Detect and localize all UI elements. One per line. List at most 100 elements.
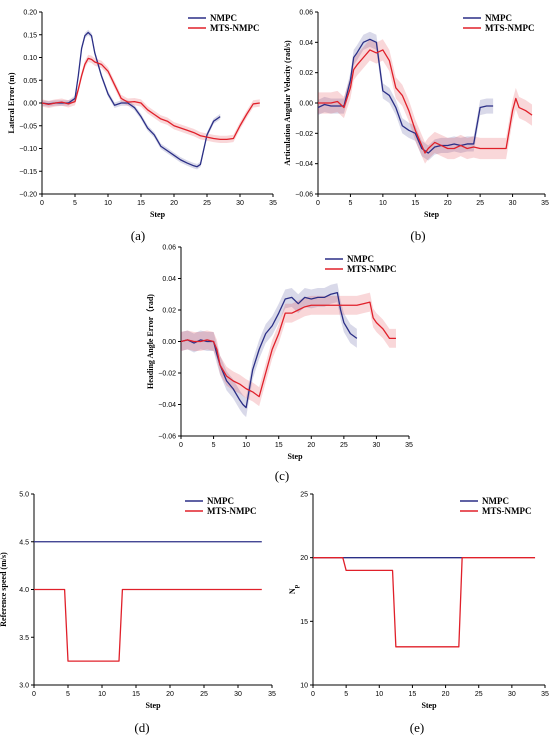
x-axis-title: Step <box>287 452 303 461</box>
x-tick-label: 30 <box>236 200 244 207</box>
y-tick-label: −0.04 <box>295 161 313 168</box>
series-line-1 <box>313 557 536 648</box>
y-tick-label: 0.02 <box>162 308 176 315</box>
x-tick-label: 20 <box>166 691 174 698</box>
x-tick-label: 0 <box>32 691 36 698</box>
x-tick-label: 10 <box>98 691 106 698</box>
y-tick-label: 0.02 <box>299 70 313 77</box>
x-tick-label: 35 <box>405 442 413 449</box>
x-axis-title: Step <box>145 701 161 710</box>
legend-label: MTS-NMPC <box>485 23 535 33</box>
y-tick-label: 25 <box>300 492 308 499</box>
x-tick-label: 35 <box>268 691 276 698</box>
y-tick-label: 0.20 <box>23 10 37 17</box>
legend-label: NMPC <box>210 13 237 23</box>
x-tick-label: 30 <box>234 691 242 698</box>
x-axis-title: Step <box>150 210 166 219</box>
y-tick-label: −0.02 <box>295 131 313 138</box>
x-tick-label: 0 <box>40 200 44 207</box>
legend-label: MTS-NMPC <box>347 264 397 274</box>
x-tick-label: 10 <box>104 200 112 207</box>
y-tick-label: 3.0 <box>19 683 29 690</box>
x-tick-label: 25 <box>200 691 208 698</box>
y-axis-title: Heading Angle Error（rad) <box>145 294 155 389</box>
panel-label: (d) <box>134 720 149 735</box>
series-line-0 <box>41 31 221 168</box>
x-axis-title: Step <box>424 210 440 219</box>
y-tick-label: −0.02 <box>158 371 176 378</box>
x-tick-label: 0 <box>316 200 320 207</box>
x-tick-label: 0 <box>179 442 183 449</box>
chart-b: 0 5 10 15 20 25 30 35 −0.06 −0.04 −0.02 0.00 0.02 0.0… <box>283 10 549 244</box>
y-tick-label: 0.15 <box>23 32 37 39</box>
legend-label: MTS-NMPC <box>210 23 260 33</box>
y-tick-label: 0.06 <box>162 245 176 252</box>
legend-label: NMPC <box>485 13 512 23</box>
chart-a: 0 5 10 15 20 25 30 35 −0.20 −0.15 −0.10 −0.05 0.00 0.… <box>7 10 277 244</box>
y-axis-title: Lateral Error (m) <box>7 72 16 133</box>
x-tick-label: 25 <box>340 442 348 449</box>
panel-label: (e) <box>410 720 424 735</box>
y-tick-label: 4.0 <box>19 587 29 594</box>
x-tick-label: 35 <box>269 200 277 207</box>
chart-d: 0 5 10 15 20 25 30 35 3.0 3.5 4.0 4.5 5.0 Step Referen… <box>0 492 276 736</box>
series-line-1 <box>41 57 260 141</box>
x-tick-label: 15 <box>409 691 417 698</box>
x-tick-label: 10 <box>379 200 387 207</box>
x-tick-label: 5 <box>66 691 70 698</box>
x-tick-label: 25 <box>203 200 211 207</box>
y-tick-label: 15 <box>300 619 308 626</box>
y-tick-label: 0.05 <box>23 78 37 85</box>
series-band-1 <box>318 39 533 164</box>
legend-label: NMPC <box>207 496 234 506</box>
y-axis-title: Articulation Angular Velocity (rad/s) <box>283 40 292 166</box>
y-tick-label: 5.0 <box>19 492 29 499</box>
y-tick-label: 0.06 <box>299 10 313 17</box>
x-tick-label: 20 <box>170 200 178 207</box>
y-tick-label: −0.05 <box>19 123 37 130</box>
legend-label: NMPC <box>347 254 374 264</box>
series-band-0 <box>181 283 357 418</box>
x-tick-label: 25 <box>475 691 483 698</box>
y-tick-label: 0.04 <box>299 40 313 47</box>
x-axis-title: Step <box>421 701 437 710</box>
y-tick-label: 10 <box>300 683 308 690</box>
y-tick-label: −0.06 <box>295 192 313 199</box>
series-line-1 <box>318 49 533 154</box>
x-tick-label: 20 <box>442 691 450 698</box>
series-line-1 <box>34 588 262 662</box>
y-tick-label: 0.00 <box>23 101 37 108</box>
x-tick-label: 30 <box>373 442 381 449</box>
series-band-0 <box>318 31 494 161</box>
x-tick-label: 0 <box>311 691 315 698</box>
y-tick-label: 0.10 <box>23 55 37 62</box>
panel-label: (b) <box>410 228 425 243</box>
panel-label: (a) <box>131 228 145 243</box>
legend-label: NMPC <box>482 496 509 506</box>
legend-label: MTS-NMPC <box>482 506 532 516</box>
x-tick-label: 15 <box>132 691 140 698</box>
y-axis-title: Np <box>288 584 300 594</box>
y-tick-label: 20 <box>300 555 308 562</box>
x-tick-label: 15 <box>411 200 419 207</box>
series-band-1 <box>181 292 396 407</box>
x-tick-label: 35 <box>541 691 549 698</box>
x-tick-label: 15 <box>137 200 145 207</box>
x-tick-label: 30 <box>509 200 517 207</box>
y-tick-label: 0.00 <box>299 101 313 108</box>
x-tick-label: 25 <box>476 200 484 207</box>
x-tick-label: 35 <box>541 200 549 207</box>
y-tick-label: 0.00 <box>162 339 176 346</box>
x-tick-label: 5 <box>348 200 352 207</box>
y-tick-label: −0.10 <box>19 146 37 153</box>
y-tick-label: −0.20 <box>19 192 37 199</box>
x-tick-label: 5 <box>344 691 348 698</box>
x-tick-label: 30 <box>508 691 516 698</box>
panel-label: (c) <box>275 468 289 483</box>
x-tick-label: 15 <box>275 442 283 449</box>
y-tick-label: −0.04 <box>158 402 176 409</box>
x-tick-label: 10 <box>375 691 383 698</box>
x-tick-label: 5 <box>212 442 216 449</box>
y-tick-label: 4.5 <box>19 539 29 546</box>
